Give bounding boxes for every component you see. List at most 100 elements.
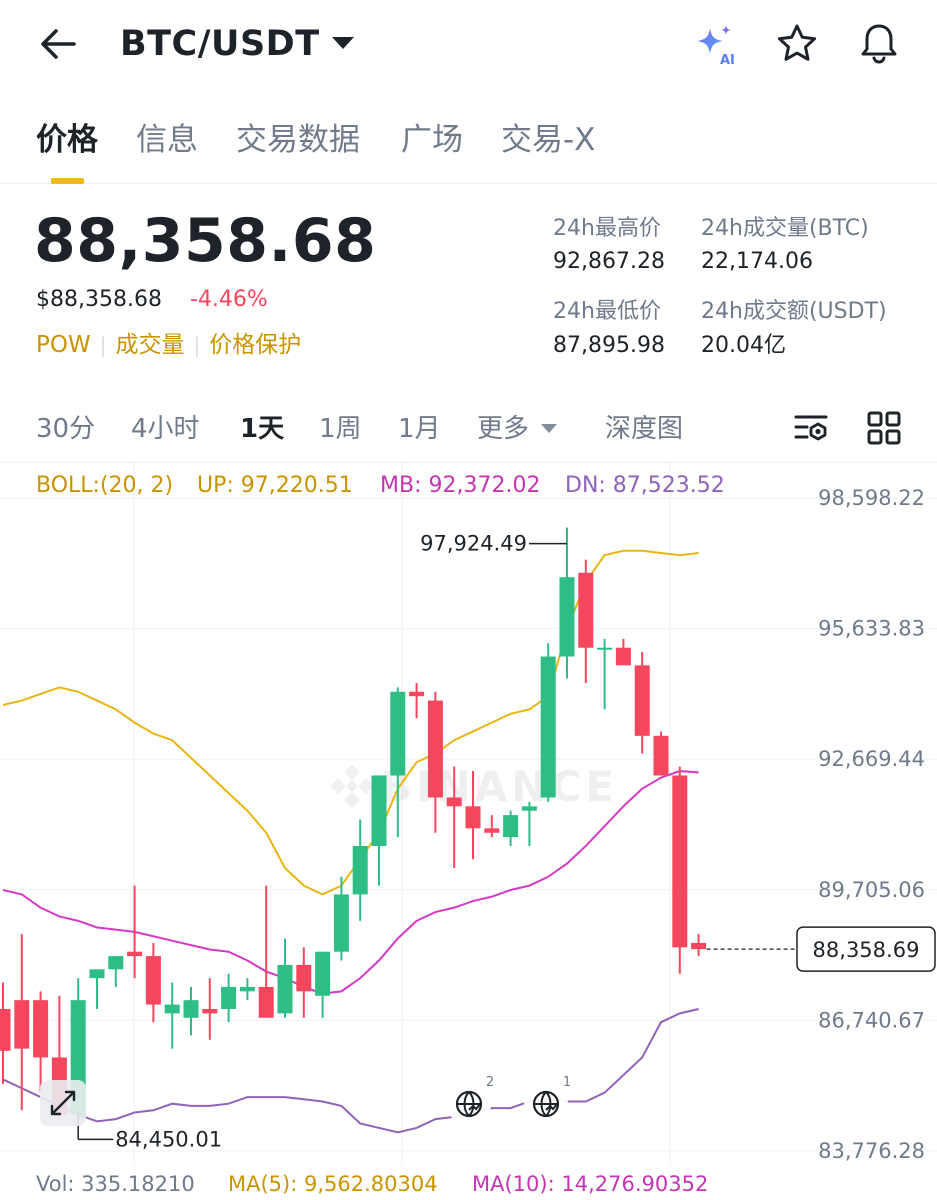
bell-icon[interactable] [856, 20, 902, 66]
candle-body [258, 986, 274, 1018]
candle-body [183, 1000, 199, 1018]
candle-down [33, 991, 49, 1093]
stat-vol-usdt-label: 24h成交额(USDT) [701, 299, 887, 324]
stat-high-label: 24h最高价 [553, 216, 661, 241]
candle-down [202, 978, 218, 1040]
last-price: 88,358.68 [34, 206, 377, 276]
candle-up [559, 527, 575, 679]
candle-body [33, 1000, 49, 1058]
boll-mb-value: MB: 92,372.02 [380, 473, 541, 498]
candle-up [352, 819, 368, 921]
tag-list: POW | 成交量 | 价格保护 [36, 332, 302, 358]
candle-up [540, 643, 556, 802]
svg-text:BINANCE: BINANCE [380, 762, 618, 811]
candle-body [127, 951, 143, 957]
stat-low-value: 87,895.98 [553, 333, 665, 358]
candle-up [221, 973, 237, 1023]
interval-4h[interactable]: 4小时 [131, 414, 200, 444]
svg-text:AI: AI [720, 53, 735, 68]
candle-down [14, 934, 30, 1111]
candle-down [446, 766, 462, 868]
interval-more[interactable]: 更多 [477, 414, 530, 444]
candle-down [258, 885, 274, 1018]
interval-depth-chart[interactable]: 深度图 [605, 414, 684, 444]
chart-grid [0, 463, 937, 1165]
tab-info[interactable]: 信息 [136, 122, 198, 158]
candle-body [446, 797, 462, 807]
candle-up [164, 982, 180, 1049]
event-globe-icon[interactable]: 1 [524, 1075, 571, 1126]
tag-price-protection[interactable]: 价格保护 [209, 332, 302, 358]
candle-down [672, 766, 688, 974]
tab-price[interactable]: 价格 [36, 122, 98, 158]
interval-1w[interactable]: 1周 [319, 414, 362, 444]
star-icon[interactable] [775, 22, 819, 66]
current-price-box [796, 926, 936, 972]
ai-sparkle-icon[interactable]: AI [690, 22, 740, 68]
candlestick-chart[interactable]: BINANCE 98,598.22 95,633.83 92,669.44 89,70… [0, 463, 937, 1165]
candle-down [127, 885, 143, 979]
y-tick-label: 89,705.06 [818, 878, 925, 902]
tab-trade-x[interactable]: 交易-X [501, 122, 596, 158]
candle-body [221, 986, 237, 1009]
candle-body [503, 815, 519, 838]
candle-body [653, 735, 669, 776]
candle-down [0, 982, 11, 1084]
chevron-down-icon[interactable] [332, 37, 354, 49]
trading-pair-title[interactable]: BTC/USDT [120, 24, 320, 64]
stat-high-value: 92,867.28 [553, 249, 665, 274]
candle-up [371, 775, 387, 886]
tag-volume[interactable]: 成交量 [115, 332, 185, 358]
candle-body [296, 964, 312, 992]
candle-body [89, 969, 105, 979]
candle-body [202, 1008, 218, 1014]
chevron-down-icon[interactable] [541, 424, 557, 433]
bollinger-bands [2, 549, 699, 1134]
boll-dn-value: DN: 87,523.52 [565, 473, 725, 498]
candle-body [578, 572, 594, 648]
candle-down [427, 691, 443, 833]
interval-1m[interactable]: 1月 [398, 414, 441, 444]
divider [0, 462, 937, 463]
indicator-settings-icon[interactable] [793, 410, 829, 446]
candle-down [691, 934, 707, 957]
tag-pow[interactable]: POW [36, 332, 91, 358]
tab-trading-data[interactable]: 交易数据 [236, 122, 360, 158]
expand-icon-arrows [50, 1090, 76, 1116]
event-globe-meridians [457, 1091, 481, 1117]
candle-up [277, 938, 293, 1018]
interval-30m[interactable]: 30分 [36, 414, 96, 444]
candle-body [277, 964, 293, 1014]
price-axis: 98,598.22 95,633.83 92,669.44 89,705.06 86,7… [818, 486, 925, 1163]
y-tick-label: 92,669.44 [818, 747, 925, 771]
candle-body [352, 845, 368, 895]
candle-body [597, 647, 613, 650]
candle-up [597, 638, 613, 710]
event-globe-icon[interactable]: 2 [447, 1075, 494, 1126]
tab-square[interactable]: 广场 [401, 122, 463, 158]
chart-annotations: 97,924.49 84,450.01 88,358.69 2 1 [40, 532, 936, 1151]
binance-watermark: BINANCE [330, 762, 618, 811]
candle-body [465, 806, 481, 829]
candle-down [296, 947, 312, 1018]
event-badge-count: 2 [486, 1075, 494, 1090]
arrow-left-icon[interactable] [36, 22, 80, 66]
boll-params: BOLL:(20, 2) [36, 473, 174, 498]
candle-body [315, 951, 331, 996]
usd-price: $88,358.68 [36, 287, 162, 312]
candle-up [390, 687, 406, 838]
expand-icon[interactable] [40, 1080, 86, 1126]
candle-body [164, 1004, 180, 1014]
grid-layout-icon[interactable] [866, 410, 902, 446]
boll-upper-line [2, 549, 699, 896]
candle-down [465, 771, 481, 860]
stat-low-label: 24h最低价 [553, 299, 661, 324]
candle-body [521, 806, 537, 811]
max-price-label: 97,924.49 [420, 532, 527, 556]
candle-up [239, 978, 255, 1001]
interval-1d[interactable]: 1天 [240, 414, 285, 444]
current-price-label: 88,358.69 [813, 938, 920, 962]
candle-body [145, 956, 161, 1005]
candle-down [578, 559, 594, 683]
tab-bar: 价格 信息 交易数据 广场 交易-X [0, 112, 937, 184]
